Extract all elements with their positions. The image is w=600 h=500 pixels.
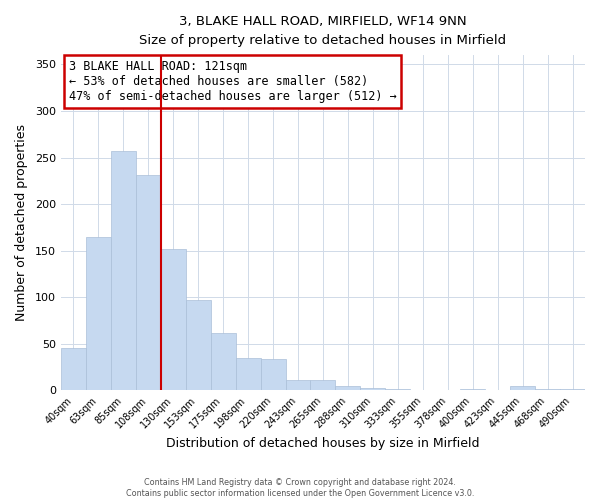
Bar	[335, 386, 361, 390]
X-axis label: Distribution of detached houses by size in Mirfield: Distribution of detached houses by size …	[166, 437, 480, 450]
Bar	[260, 358, 286, 390]
Text: Contains HM Land Registry data © Crown copyright and database right 2024.
Contai: Contains HM Land Registry data © Crown c…	[126, 478, 474, 498]
Bar	[236, 358, 260, 390]
Bar	[361, 388, 385, 390]
Bar	[61, 348, 86, 391]
Bar	[510, 386, 535, 390]
Text: 3 BLAKE HALL ROAD: 121sqm
← 53% of detached houses are smaller (582)
47% of semi: 3 BLAKE HALL ROAD: 121sqm ← 53% of detac…	[69, 60, 397, 103]
Bar	[211, 332, 236, 390]
Bar	[286, 380, 310, 390]
Bar	[161, 249, 186, 390]
Bar	[186, 300, 211, 390]
Bar	[111, 151, 136, 390]
Bar	[86, 236, 111, 390]
Bar	[310, 380, 335, 390]
Y-axis label: Number of detached properties: Number of detached properties	[15, 124, 28, 321]
Title: 3, BLAKE HALL ROAD, MIRFIELD, WF14 9NN
Size of property relative to detached hou: 3, BLAKE HALL ROAD, MIRFIELD, WF14 9NN S…	[139, 15, 506, 47]
Bar	[136, 175, 161, 390]
